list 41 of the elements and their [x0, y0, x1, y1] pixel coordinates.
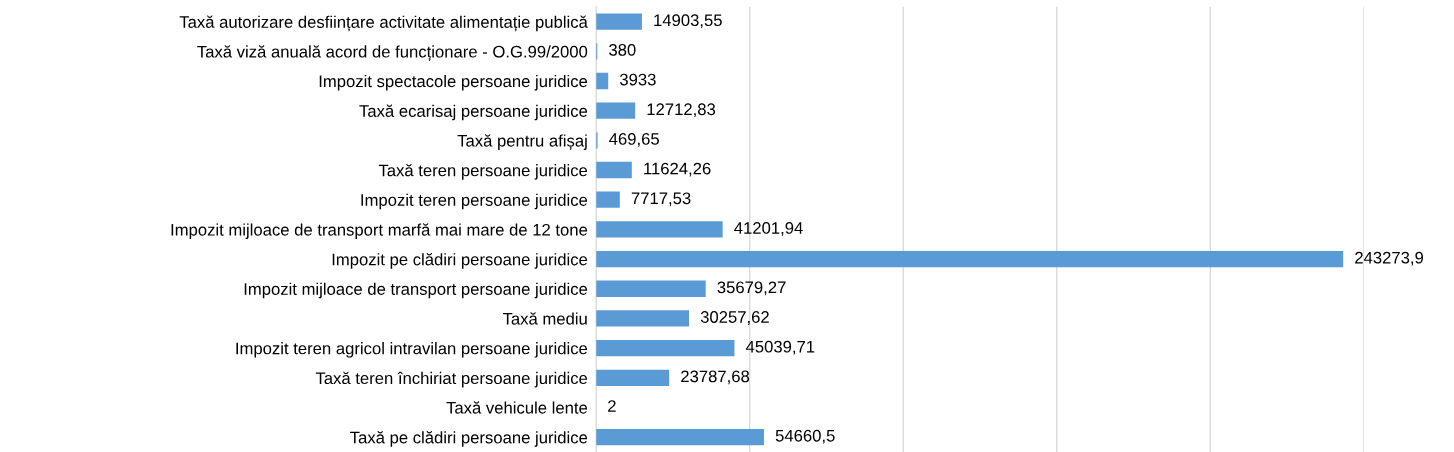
- y-tick-label: Impozit mijloace de transport marfă mai mare de 12 tone: [171, 223, 588, 239]
- data-label: 7717,53: [631, 192, 691, 207]
- bar: [596, 339, 735, 357]
- bar: [596, 102, 636, 119]
- data-label: 11624,26: [644, 162, 711, 177]
- bar: [596, 250, 1344, 268]
- bar: [596, 13, 642, 30]
- data-label: 35679,27: [717, 281, 786, 296]
- y-tick-label: Taxă vehicule lente: [446, 401, 588, 414]
- y-tick-label: Impozit spectacole persoane juridice: [319, 74, 588, 91]
- data-label: 380: [609, 43, 636, 56]
- data-label: 14903,55: [654, 14, 722, 29]
- data-label: 23787,68: [681, 370, 750, 385]
- data-label: 45039,71: [745, 340, 815, 355]
- data-label: 30257,62: [700, 311, 769, 325]
- y-tick-label: Taxă mediu: [502, 312, 587, 325]
- data-label: 41201,94: [734, 222, 803, 236]
- y-tick-label: Taxă autorizare desființare activitate alimentație publică: [179, 15, 588, 32]
- data-label: 243273,9: [1355, 251, 1424, 266]
- y-tick-label: Taxă pe clădiri persoane juridice: [350, 431, 588, 447]
- y-tick-label: Taxă ecarisaj persoane juridice: [359, 104, 588, 121]
- data-label: 54660,5: [775, 429, 835, 444]
- y-tick-label: Taxă teren persoane juridice: [378, 163, 588, 180]
- bar: [596, 310, 690, 327]
- y-tick-label: Taxă pentru afișaj: [457, 134, 587, 151]
- y-tick-label: Taxă viză anuală acord de funcționare - O.G.99/2000: [197, 45, 588, 61]
- bar: [596, 280, 706, 297]
- bar: [596, 161, 632, 179]
- y-tick-label: Impozit mijloace de transport persoane juridice: [244, 282, 588, 299]
- y-tick-label: Impozit teren agricol intravilan persoane juridice: [236, 342, 588, 358]
- y-tick-label: Impozit pe clădiri persoane juridice: [332, 252, 588, 269]
- bar: [596, 369, 670, 386]
- y-tick-label: Impozit teren persoane juridice: [361, 193, 588, 210]
- data-label: 469,65: [609, 133, 659, 147]
- bar: [596, 429, 764, 446]
- bar: [596, 221, 723, 238]
- data-label: 12712,83: [647, 103, 716, 118]
- data-label: 2: [608, 400, 616, 412]
- data-label: 3933: [619, 73, 656, 86]
- y-tick-label: Taxă teren închiriat persoane juridice: [315, 371, 588, 388]
- bar: [596, 191, 620, 208]
